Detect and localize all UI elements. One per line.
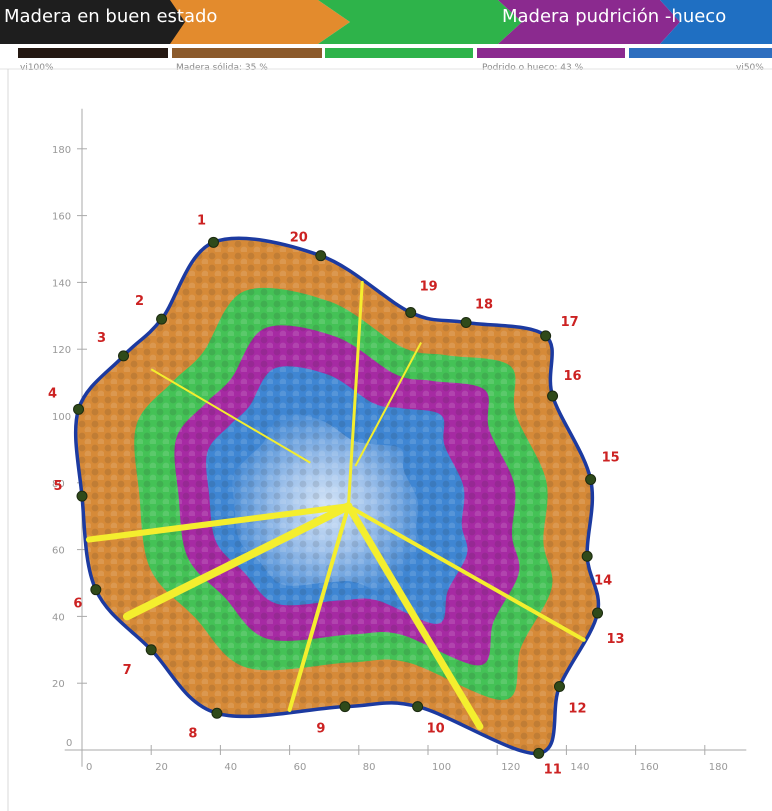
sensor-number: 3 xyxy=(97,331,106,346)
legend-note-rot: Podrido o hueco: 43 % xyxy=(482,63,584,73)
y-tick-label: 140 xyxy=(52,278,71,289)
legend-banner xyxy=(0,0,772,44)
sensor-point xyxy=(581,550,593,562)
sensor-number: 11 xyxy=(544,762,562,777)
crack-line xyxy=(346,280,364,508)
sensor-number: 19 xyxy=(420,279,438,294)
sensor-number: 13 xyxy=(606,632,624,647)
sensor-point xyxy=(592,607,604,619)
sensor-point xyxy=(315,250,327,262)
y-tick-label: 80 xyxy=(52,479,65,490)
y-tick-label: 120 xyxy=(52,345,71,356)
trunk-outline xyxy=(73,236,601,756)
banner-label-decay: Madera pudrición -hueco xyxy=(502,6,727,27)
x-tick-label: 40 xyxy=(224,762,237,773)
banner-band-green xyxy=(318,0,522,44)
sensor-point xyxy=(460,316,472,328)
y-tick-label: 40 xyxy=(52,612,65,623)
sensor-number: 9 xyxy=(316,722,325,737)
sensor-number: 7 xyxy=(123,663,132,678)
sensor-point xyxy=(118,350,130,362)
x-tick-label: 100 xyxy=(432,762,451,773)
banner-band-purple xyxy=(498,0,680,44)
sensor-point xyxy=(156,313,168,325)
banner-label-good: Madera en buen estado xyxy=(4,6,218,27)
sensor-point xyxy=(207,236,219,248)
color-scale-bar xyxy=(18,48,772,58)
sensor-number: 8 xyxy=(188,726,197,741)
sensor-number: 16 xyxy=(564,369,582,384)
scale-segment-green xyxy=(325,48,473,58)
sensor-point xyxy=(73,403,85,415)
crack-line xyxy=(287,504,351,712)
sensor-point xyxy=(405,306,417,318)
y-tick-label: 100 xyxy=(52,412,71,423)
sensor-number: 6 xyxy=(73,597,82,612)
crack-line xyxy=(122,502,353,621)
scale-segment-dark xyxy=(18,48,168,58)
crack-line xyxy=(354,342,422,467)
sensor-number: 20 xyxy=(290,231,308,246)
banner-band-black xyxy=(0,0,190,44)
y-tick-label: 0 xyxy=(66,738,72,749)
sensor-number: 17 xyxy=(561,315,579,330)
legend-note-right: vi50% xyxy=(736,63,764,73)
sensor-number: 1 xyxy=(197,213,206,228)
y-tick-label: 180 xyxy=(52,145,71,156)
sensor-point xyxy=(540,330,552,342)
x-tick-label: 120 xyxy=(501,762,520,773)
sensor-point xyxy=(547,390,559,402)
y-tick-label: 20 xyxy=(52,679,65,690)
sensor-point xyxy=(339,701,351,713)
crack-line xyxy=(344,502,484,731)
legend-note-solid: Madera sólida: 35 % xyxy=(176,63,268,73)
crack-lines xyxy=(85,280,586,731)
scale-segment-brown xyxy=(172,48,322,58)
legend-note-left: vi100% xyxy=(20,63,54,73)
x-tick-label: 180 xyxy=(709,762,728,773)
tomogram-plot: 0 20 40 60 80 100 120 140 160 1800204060801001201… xyxy=(0,68,772,811)
sensor-number: 15 xyxy=(602,450,620,465)
sensor-number: 18 xyxy=(475,297,493,312)
sensor-point xyxy=(533,747,545,759)
banner-band-orange xyxy=(170,0,350,44)
sensor-number: 2 xyxy=(135,294,144,309)
scale-segment-blue xyxy=(629,48,772,58)
axis-grid: 0 20 40 60 80 100 120 140 160 1800204060801001201… xyxy=(52,108,747,773)
sensor-number: 4 xyxy=(48,386,57,401)
scale-segment-purple xyxy=(477,48,625,58)
crack-line xyxy=(85,503,352,543)
x-tick-label: 0 xyxy=(86,762,92,773)
x-tick-label: 160 xyxy=(640,762,659,773)
sensor-point xyxy=(585,473,597,485)
sensor-number: 12 xyxy=(568,702,586,717)
banner-band-blue xyxy=(660,0,772,44)
sensor-number: 14 xyxy=(594,573,612,588)
x-tick-label: 20 xyxy=(155,762,168,773)
sensor-number: 5 xyxy=(53,479,62,494)
sensor-number: 10 xyxy=(427,722,445,737)
x-tick-label: 60 xyxy=(294,762,307,773)
y-tick-label: 160 xyxy=(52,212,71,223)
sensor-point xyxy=(553,681,565,693)
crack-line xyxy=(150,368,311,464)
sensor-point xyxy=(211,707,223,719)
sensor-point xyxy=(145,644,157,656)
sensor-point xyxy=(90,584,102,596)
sensor-point xyxy=(412,701,424,713)
x-tick-label: 80 xyxy=(363,762,376,773)
cell-texture xyxy=(75,238,599,754)
crack-line xyxy=(346,504,586,642)
x-tick-label: 140 xyxy=(570,762,589,773)
sensor-point xyxy=(76,490,88,502)
y-tick-label: 60 xyxy=(52,546,65,557)
